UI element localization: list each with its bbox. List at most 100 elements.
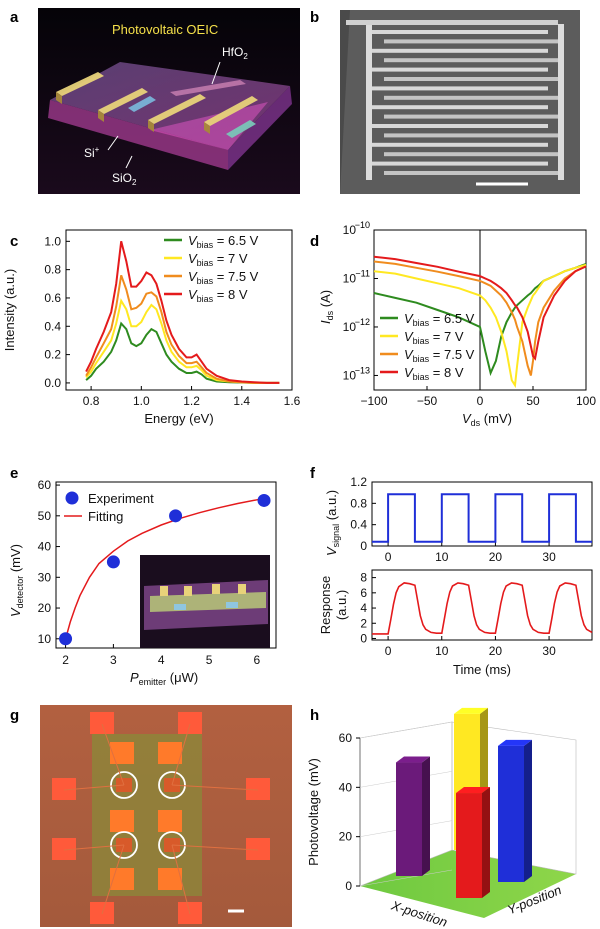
y-axis-label-f-bottom: Response xyxy=(318,576,333,635)
x-tick-label-f-top: 10 xyxy=(435,550,449,564)
legend-label-d: Vbias = 6.5 V xyxy=(404,311,475,328)
legend-marker-e xyxy=(65,491,79,505)
device-title: Photovoltaic OEIC xyxy=(112,22,218,37)
x-tick-label-d: −50 xyxy=(417,394,438,408)
legend-label-c: Vbias = 7 V xyxy=(188,251,248,268)
y-tick-label-c: 0.0 xyxy=(44,376,61,390)
comb-finger xyxy=(372,30,548,34)
y-tick-label-e: 40 xyxy=(38,540,52,554)
x-tick-label-f-top: 0 xyxy=(385,550,392,564)
electrode-pad xyxy=(110,868,134,890)
y-tick-exp-d: −11 xyxy=(355,268,370,278)
panel-label-a: a xyxy=(10,9,19,26)
device-render-image: Photovoltaic OEIC HfO2 Si+ SiO2 xyxy=(38,8,300,194)
y-tick-label-e: 50 xyxy=(38,509,52,523)
panel-label-f: f xyxy=(310,465,316,482)
x-tick-label-e: 3 xyxy=(110,653,117,667)
comb-finger xyxy=(372,161,548,166)
bar-top-h xyxy=(396,756,430,763)
x-tick-label-f-bottom: 30 xyxy=(542,644,556,658)
series-line-c xyxy=(85,274,280,384)
comb-finger xyxy=(372,124,548,128)
legend-label-d: Vbias = 7 V xyxy=(404,329,464,346)
y-tick-label-e: 60 xyxy=(38,478,52,492)
comb-finger xyxy=(372,142,548,147)
x-tick-label-d: −100 xyxy=(360,394,387,408)
y-tick-label-f-bottom: 0 xyxy=(360,631,367,645)
back-wall-right xyxy=(451,721,577,875)
y-tick-label-f-bottom: 6 xyxy=(360,586,367,600)
data-point-e xyxy=(169,509,183,523)
series-line-d xyxy=(373,260,587,376)
chart-e: 2 3 4 5 6 10 20 30 40 50 60 Pemitter (μW) Vdetector … xyxy=(8,478,277,687)
y-tick-label-c: 0.2 xyxy=(44,348,61,362)
y-tick-label-e: 30 xyxy=(38,570,52,584)
data-point-e xyxy=(59,632,73,646)
panel-label-c: c xyxy=(10,233,18,250)
comb-bus-top xyxy=(346,20,558,25)
sem-image xyxy=(340,10,580,194)
x-tick-label-c: 1.6 xyxy=(284,394,301,408)
y-tick-label-e: 10 xyxy=(38,632,52,646)
contact-pad xyxy=(246,778,270,800)
data-point-e xyxy=(257,493,271,507)
electrode-pad xyxy=(158,742,182,764)
contact-pad xyxy=(178,712,202,734)
sio2-label: SiO2 xyxy=(112,171,137,187)
comb-finger xyxy=(384,152,560,157)
x-tick-label-c: 1.2 xyxy=(183,394,200,408)
comb-finger xyxy=(384,133,560,138)
wire-trace xyxy=(171,844,259,851)
bar-side-h xyxy=(482,787,490,898)
legend-label-c: Vbias = 8 V xyxy=(188,287,248,304)
x-tick-label-f-bottom: 0 xyxy=(385,644,392,658)
contact-pad xyxy=(90,712,114,734)
optical-micrograph xyxy=(40,705,292,927)
y-tick-label-f-top: 1.2 xyxy=(350,475,367,489)
z-tick-label-h: 20 xyxy=(339,830,353,844)
panel-label-b: b xyxy=(310,9,319,26)
comb-finger xyxy=(372,48,548,53)
panel-label-e: e xyxy=(10,465,18,482)
legend-label-d: Vbias = 8 V xyxy=(404,365,464,382)
y-tick-label-f-bottom: 8 xyxy=(360,571,367,585)
series-line-d xyxy=(373,255,587,361)
y-tick-label-d: 10 xyxy=(343,223,357,237)
y-axis-label-f-bottom-unit: (a.u.) xyxy=(334,590,349,620)
bar-side-h xyxy=(524,739,532,882)
comb-finger xyxy=(384,39,560,44)
grid-line-h xyxy=(359,869,453,887)
x-axis-label-d: Vds (mV) xyxy=(462,411,512,428)
wire-trace xyxy=(171,723,191,786)
z-tick-label-h: 0 xyxy=(345,879,352,893)
si-label: Si+ xyxy=(84,145,100,160)
chart-c: 0.8 1.0 1.2 1.4 1.6 0.0 0.2 0.4 0.6 0.8 1.0 Energy … xyxy=(2,229,301,426)
y-tick-label-f-bottom: 4 xyxy=(360,601,367,615)
y-axis-label-e: Vdetector (mV) xyxy=(8,544,25,617)
series-line-c xyxy=(85,241,280,384)
y-tick-label-c: 0.6 xyxy=(44,291,61,305)
contact-pad xyxy=(52,838,76,860)
panel-label-g: g xyxy=(10,707,19,724)
comb-finger xyxy=(372,86,548,91)
x-tick-label-c: 1.4 xyxy=(233,394,250,408)
grid-line-h xyxy=(359,721,453,739)
comb-finger xyxy=(384,77,560,81)
comb-finger xyxy=(384,171,560,175)
y-tick-label-d: 10 xyxy=(343,271,357,285)
x-tick-label-e: 4 xyxy=(158,653,165,667)
chart-f-top: 0 10 20 30 0 0.4 0.8 1.2 Vsignal (a.u.) xyxy=(324,475,593,564)
x-tick-label-e: 5 xyxy=(206,653,213,667)
y-tick-exp-d: −10 xyxy=(355,220,370,230)
contact-pad xyxy=(52,778,76,800)
z-axis-label-h: Photovoltage (mV) xyxy=(306,758,321,866)
x-axis-label-c: Energy (eV) xyxy=(144,411,213,426)
wire-trace xyxy=(101,844,125,915)
contact-pad xyxy=(246,838,270,860)
data-point-e xyxy=(106,555,120,569)
fit-curve-e xyxy=(64,497,267,640)
wire-trace xyxy=(101,723,125,786)
